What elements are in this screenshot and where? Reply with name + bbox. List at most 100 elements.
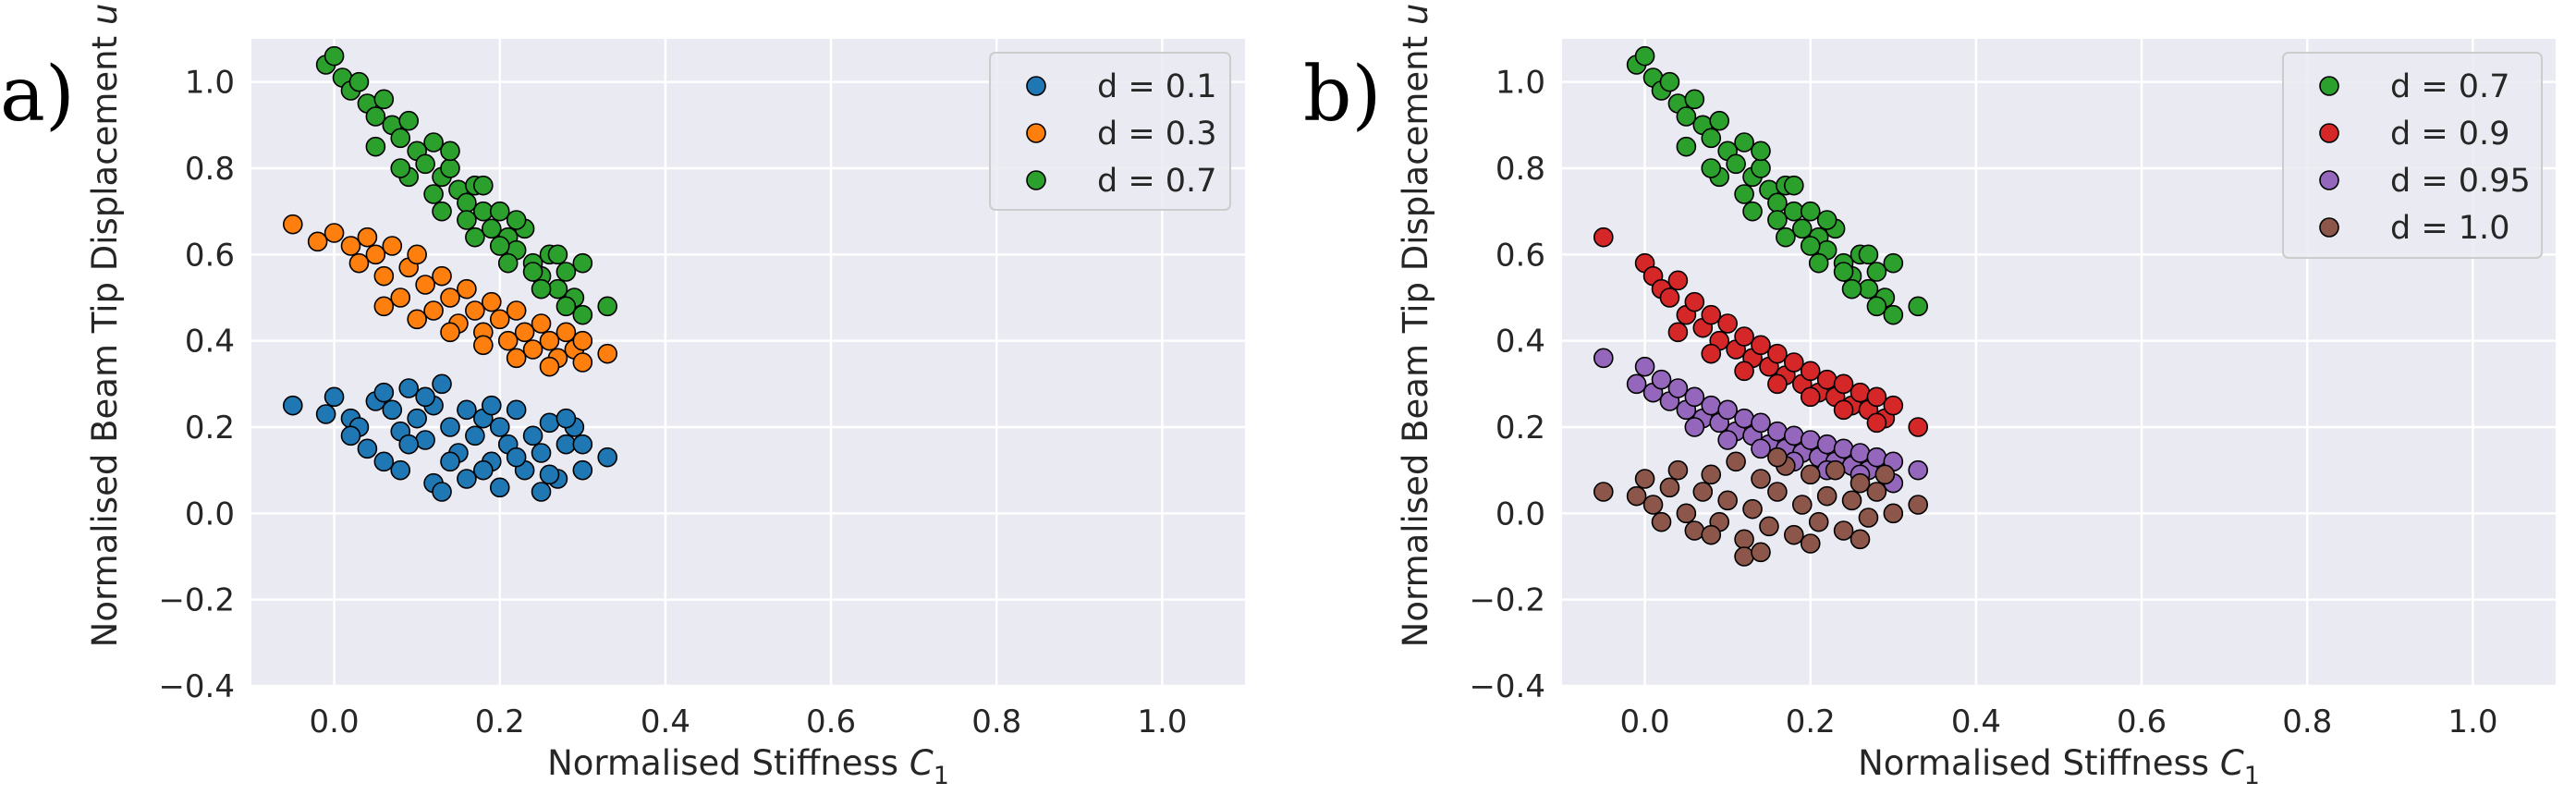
y-tick-label: 1.0 (1496, 65, 1545, 102)
data-point (1816, 210, 1837, 230)
x-tick-label: 0.8 (2282, 703, 2332, 740)
data-point (1908, 459, 1929, 481)
legend-marker (1026, 123, 1046, 143)
data-point (1776, 226, 1796, 248)
data-point (547, 278, 568, 300)
y-tick-label: −0.2 (158, 582, 235, 619)
data-point (365, 106, 386, 127)
data-point (572, 304, 593, 325)
data-point (1767, 373, 1788, 395)
data-point (1825, 459, 1846, 481)
data-point (1734, 546, 1754, 567)
data-point (282, 395, 303, 416)
series-2 (315, 45, 618, 325)
data-point (1676, 136, 1697, 157)
legend: d = 0.1 d = 0.3 d = 0.7 (989, 52, 1231, 211)
y-tick-label: −0.4 (1469, 668, 1545, 705)
data-point (1767, 343, 1788, 364)
data-point (531, 313, 552, 334)
y-tick-label: 0.6 (185, 237, 235, 274)
y-tick-label: −0.2 (1469, 582, 1545, 619)
data-point (539, 464, 560, 485)
legend-frame (2282, 52, 2543, 259)
data-point (307, 231, 328, 252)
data-point (522, 339, 543, 360)
data-point (440, 287, 460, 308)
data-point (365, 244, 386, 265)
data-point (514, 322, 535, 343)
data-point (1816, 434, 1837, 455)
data-point (1833, 438, 1854, 459)
data-point (1816, 485, 1837, 507)
data-point (1642, 495, 1664, 515)
data-point (432, 265, 452, 287)
data-point (1701, 395, 1722, 416)
data-point (1726, 153, 1746, 175)
x-axis-label: Normalised Stiffness C1 (547, 743, 949, 790)
data-point (1850, 472, 1871, 494)
data-point (340, 236, 361, 256)
y-tick-label: 0.2 (1496, 410, 1545, 446)
x-tick-label: 0.4 (641, 703, 690, 740)
data-point (1734, 361, 1754, 382)
data-point (489, 477, 510, 498)
y-tick-label: 0.6 (1496, 237, 1545, 274)
data-point (373, 382, 395, 403)
data-point (440, 417, 460, 437)
data-point (1858, 278, 1879, 300)
data-point (1767, 421, 1788, 442)
data-point (1659, 477, 1680, 498)
data-point (473, 175, 494, 196)
data-point (324, 386, 345, 408)
x-axis-label-subscript: 1 (934, 762, 949, 790)
x-axis-label-subscript: 1 (2244, 762, 2260, 790)
data-point (1866, 262, 1887, 282)
data-point (1717, 430, 1738, 450)
data-point (481, 395, 502, 416)
data-point (597, 296, 618, 317)
y-tick-label: 0.8 (185, 151, 235, 188)
data-point (1866, 446, 1887, 468)
data-point (489, 309, 510, 330)
data-point (1833, 373, 1854, 395)
data-point (1684, 386, 1705, 408)
x-axis-label: Normalised Stiffness C1 (1858, 743, 2260, 790)
data-point (1850, 382, 1871, 403)
data-point (390, 128, 411, 149)
data-point (473, 201, 494, 222)
panel-label: a) (0, 51, 75, 139)
data-point (1858, 244, 1879, 265)
data-point (1651, 511, 1672, 532)
data-point (1751, 469, 1771, 489)
data-point (555, 322, 577, 343)
data-point (522, 425, 543, 446)
data-point (1908, 296, 1929, 317)
data-point (382, 399, 403, 421)
x-tick-label: 0.2 (1786, 703, 1836, 740)
data-point (415, 430, 435, 450)
data-point (1791, 218, 1813, 239)
data-point (415, 153, 435, 175)
data-point (1667, 322, 1689, 343)
data-point (1751, 542, 1771, 563)
data-point (1850, 443, 1871, 463)
data-point (497, 330, 519, 351)
data-point (465, 425, 485, 446)
data-point (1684, 520, 1705, 541)
x-axis-label-text: Normalised Stiffness C (547, 743, 934, 783)
y-axis-label: Normalised Beam Tip Displacement u (1396, 4, 1435, 648)
data-point (547, 244, 568, 265)
data-point (1684, 89, 1705, 110)
data-point (373, 89, 395, 110)
data-point (315, 404, 336, 424)
data-point (440, 158, 460, 178)
data-point (373, 451, 395, 472)
data-point (1717, 313, 1738, 334)
data-point (1659, 71, 1680, 92)
data-point (390, 158, 411, 178)
series-3 (1593, 446, 1929, 567)
data-point (1701, 343, 1722, 364)
data-point (457, 192, 477, 214)
x-tick-label: 1.0 (1137, 703, 1187, 740)
